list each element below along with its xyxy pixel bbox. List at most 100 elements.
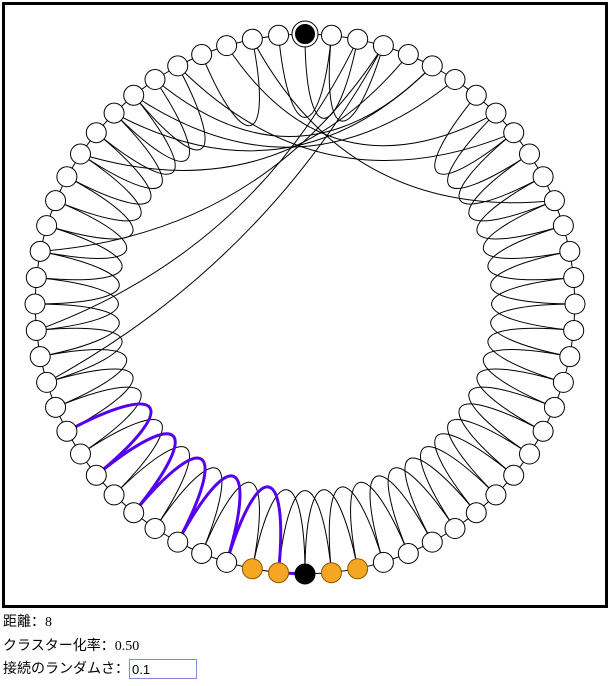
node[interactable]: [465, 84, 487, 106]
distance-value: 8: [45, 615, 52, 630]
edge: [34, 250, 120, 305]
node[interactable]: [25, 267, 47, 289]
node[interactable]: [70, 443, 92, 465]
node[interactable]: [241, 28, 263, 50]
node[interactable]: [36, 215, 58, 237]
edge: [40, 200, 127, 259]
edge: [487, 327, 574, 383]
node[interactable]: [191, 44, 213, 66]
node[interactable]: [191, 542, 213, 564]
clustering-value: 0.50: [114, 639, 140, 654]
edge: [133, 79, 456, 148]
node[interactable]: [559, 346, 581, 368]
node[interactable]: [503, 122, 525, 144]
source-node[interactable]: [295, 24, 315, 44]
edge: [133, 65, 206, 151]
node[interactable]: [216, 35, 238, 57]
node[interactable]: [485, 102, 507, 124]
node[interactable]: [559, 240, 581, 262]
edge: [66, 132, 152, 205]
node[interactable]: [103, 102, 125, 124]
edge: [434, 94, 515, 175]
node[interactable]: [216, 551, 238, 573]
edge: [113, 446, 190, 529]
clustering-readout: クラスター化率：0.50: [3, 635, 139, 655]
node[interactable]: [485, 484, 507, 506]
edge: [458, 403, 544, 476]
node[interactable]: [372, 35, 394, 57]
edge: [447, 419, 530, 496]
target-node[interactable]: [294, 563, 316, 585]
node[interactable]: [563, 267, 585, 289]
node[interactable]: [25, 319, 47, 341]
node[interactable]: [563, 319, 585, 341]
node[interactable]: [144, 517, 166, 539]
node[interactable]: [347, 28, 369, 50]
edge: [420, 446, 497, 529]
edge: [278, 490, 332, 573]
node[interactable]: [103, 484, 125, 506]
node[interactable]: [85, 122, 107, 144]
node[interactable]: [532, 166, 554, 188]
clustering-label: クラスター化率：: [3, 638, 115, 654]
edge: [483, 200, 570, 259]
node[interactable]: [123, 502, 145, 524]
edge: [387, 467, 456, 554]
node[interactable]: [167, 55, 189, 77]
node[interactable]: [144, 69, 166, 91]
edge: [55, 386, 142, 455]
node[interactable]: [552, 215, 574, 237]
node[interactable]: [397, 44, 419, 66]
node[interactable]: [552, 371, 574, 393]
node[interactable]: [532, 420, 554, 442]
node[interactable]: [320, 24, 342, 46]
edge: [468, 153, 555, 222]
node[interactable]: [167, 531, 189, 553]
edge: [251, 38, 555, 204]
node[interactable]: [45, 190, 67, 212]
node[interactable]: [56, 420, 78, 442]
node[interactable]: [85, 464, 107, 486]
edge: [226, 45, 497, 147]
edge: [490, 250, 576, 305]
node[interactable]: [564, 293, 586, 315]
edge: [40, 45, 384, 252]
node[interactable]: [70, 143, 92, 165]
node[interactable]: [268, 24, 290, 46]
node[interactable]: [518, 143, 540, 165]
node[interactable]: [503, 464, 525, 486]
node[interactable]: [444, 517, 466, 539]
target-neighbor-node[interactable]: [320, 562, 342, 584]
node[interactable]: [36, 371, 58, 393]
distance-readout: 距離：8: [3, 611, 52, 631]
node[interactable]: [29, 346, 51, 368]
node[interactable]: [29, 240, 51, 262]
node[interactable]: [123, 84, 145, 106]
node[interactable]: [444, 69, 466, 91]
randomness-input[interactable]: [129, 659, 197, 679]
path-edge: [132, 456, 207, 543]
node[interactable]: [397, 542, 419, 564]
edge: [34, 303, 120, 358]
node[interactable]: [421, 531, 443, 553]
node[interactable]: [421, 55, 443, 77]
node[interactable]: [56, 166, 78, 188]
target-neighbor-node[interactable]: [241, 558, 263, 580]
path-edge: [95, 432, 177, 514]
node[interactable]: [518, 443, 540, 465]
target-neighbor-node[interactable]: [347, 558, 369, 580]
node[interactable]: [24, 293, 46, 315]
node[interactable]: [543, 190, 565, 212]
randomness-label: 接続のランダムさ：: [3, 661, 129, 677]
node[interactable]: [372, 551, 394, 573]
node[interactable]: [543, 396, 565, 418]
target-neighbor-node[interactable]: [268, 562, 290, 584]
edge: [490, 303, 576, 358]
edge: [113, 79, 190, 162]
node[interactable]: [465, 502, 487, 524]
edge: [154, 467, 223, 554]
node[interactable]: [45, 396, 67, 418]
edge: [434, 433, 515, 514]
edge: [350, 482, 409, 569]
edge: [328, 35, 384, 122]
